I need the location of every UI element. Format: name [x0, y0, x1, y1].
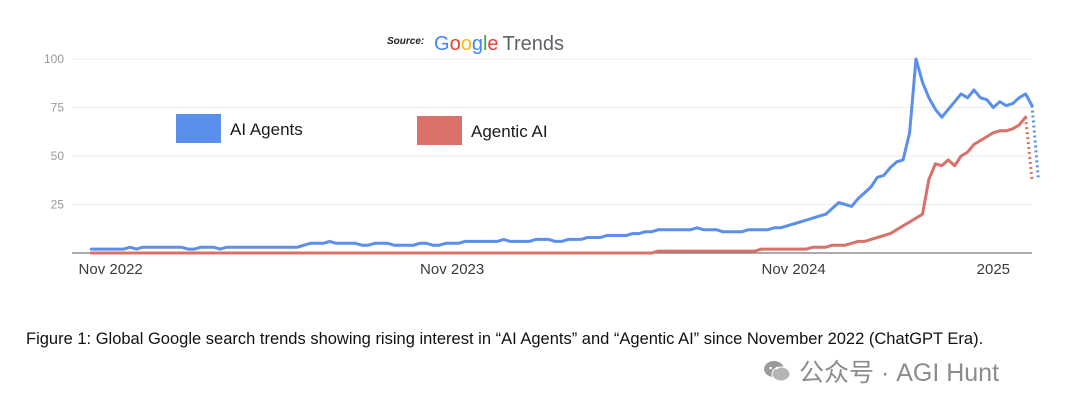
google-trends-logo: Google Trends — [434, 33, 564, 55]
source-attribution: Source: Google Trends — [387, 33, 564, 55]
series-lines — [89, 57, 1040, 255]
x-tick-label: Nov 2024 — [762, 261, 826, 278]
y-tick-label: 100 — [44, 52, 64, 66]
x-tick-label: 2025 — [977, 261, 1010, 278]
watermark: 公众号 · AGI Hunt — [763, 356, 1000, 387]
legend: AI Agents Agentic AI — [176, 114, 548, 145]
legend-label: Agentic AI — [471, 122, 548, 141]
wechat-icon — [764, 361, 791, 382]
y-tick-label: 75 — [51, 101, 65, 115]
logo-brand: Google — [434, 33, 499, 55]
grid — [72, 58, 1032, 254]
logo-letter: G — [434, 33, 450, 55]
legend-swatch — [417, 116, 462, 145]
logo-letter: l — [483, 33, 487, 55]
y-axis-ticks: 100 75 50 25 — [44, 52, 64, 212]
watermark-text: 公众号 · AGI Hunt — [799, 359, 1000, 387]
logo-letter: o — [461, 33, 472, 55]
legend-swatch — [176, 114, 221, 143]
logo-letter: o — [450, 33, 461, 55]
logo-letter: g — [472, 33, 483, 55]
series-forecast-ai-agents — [1030, 105, 1040, 180]
series-forecast-agentic-ai — [1024, 117, 1034, 180]
y-tick-label: 50 — [51, 149, 65, 163]
logo-letter: e — [487, 33, 498, 55]
y-tick-label: 25 — [51, 198, 65, 212]
x-tick-label: Nov 2023 — [420, 261, 484, 278]
figure-caption: Figure 1: Global Google search trends sh… — [26, 330, 984, 348]
logo-product: Trends — [503, 33, 565, 55]
x-tick-label: Nov 2022 — [79, 261, 143, 278]
legend-label: AI Agents — [230, 120, 303, 139]
series-line-ai-agents — [89, 57, 1034, 251]
x-axis-ticks: Nov 2022 Nov 2023 Nov 2024 2025 — [79, 261, 1010, 278]
source-label: Source: — [387, 36, 424, 47]
series-line-agentic-ai — [89, 115, 1028, 255]
